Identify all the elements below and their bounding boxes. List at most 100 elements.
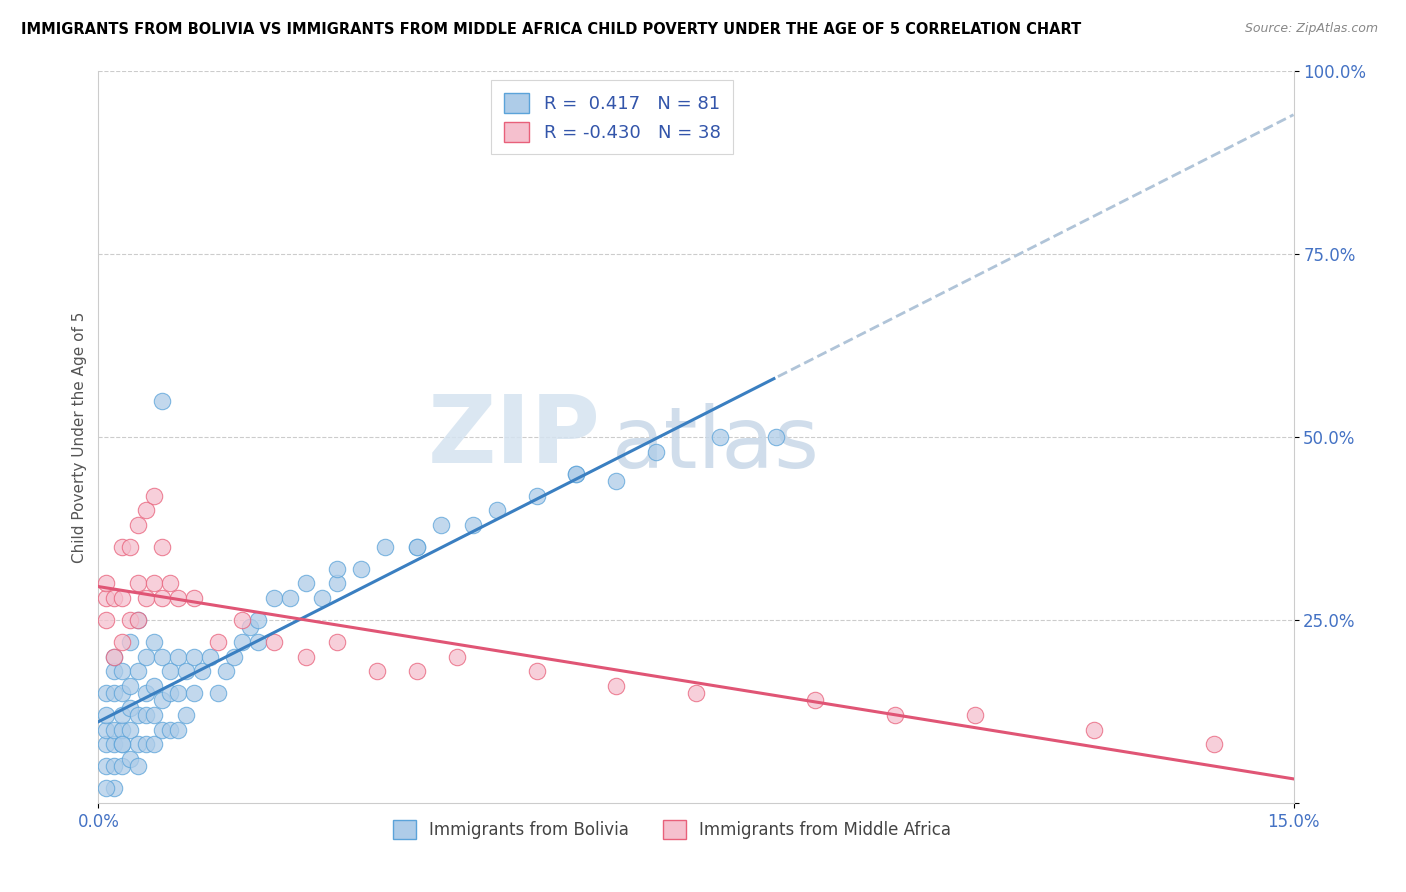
Point (127, 517, 149, 532)
Point (406, 664, 429, 678)
Point (96, 759, 118, 773)
Point (461, 517, 484, 532)
Point (127, 664, 149, 678)
Point (526, 664, 548, 678)
Point (120, 613, 142, 627)
Text: atlas: atlas (613, 403, 820, 486)
Y-axis label: Child Poverty Under the Age of 5: Child Poverty Under the Age of 5 (72, 311, 87, 563)
Point (96, 708, 118, 723)
Point (111, 759, 134, 773)
Point (143, 489, 166, 503)
Point (111, 737, 134, 751)
Point (326, 635, 349, 649)
Point (263, 635, 285, 649)
Point (120, 752, 142, 766)
Point (96, 576, 118, 591)
Point (127, 759, 149, 773)
Point (143, 576, 166, 591)
Point (111, 723, 134, 737)
Point (430, 517, 453, 532)
Point (135, 503, 157, 517)
Point (150, 649, 173, 664)
Point (103, 759, 125, 773)
Text: ZIP: ZIP (427, 391, 600, 483)
Point (884, 708, 907, 723)
Point (135, 649, 157, 664)
Point (143, 737, 166, 751)
Point (111, 708, 134, 723)
Point (96, 613, 118, 627)
Point (159, 576, 181, 591)
Point (326, 576, 349, 591)
Point (96, 686, 118, 700)
Point (207, 686, 229, 700)
Text: IMMIGRANTS FROM BOLIVIA VS IMMIGRANTS FROM MIDDLE AFRICA CHILD POVERTY UNDER THE: IMMIGRANTS FROM BOLIVIA VS IMMIGRANTS FR… (21, 22, 1081, 37)
Point (150, 591, 173, 605)
Point (135, 737, 157, 751)
Point (215, 664, 238, 678)
Point (127, 576, 149, 591)
Point (246, 635, 269, 649)
Point (120, 700, 142, 714)
Point (406, 540, 429, 554)
Point (127, 708, 149, 723)
Point (103, 686, 125, 700)
Point (183, 591, 205, 605)
Point (294, 576, 316, 591)
Point (96, 723, 118, 737)
Point (143, 635, 166, 649)
Point (565, 467, 588, 481)
Point (231, 635, 253, 649)
Point (174, 708, 197, 723)
Point (103, 664, 125, 678)
Point (167, 723, 190, 737)
Point (239, 620, 262, 634)
Point (231, 613, 253, 627)
Point (183, 686, 205, 700)
Point (446, 649, 468, 664)
Point (263, 591, 285, 605)
Point (1202, 737, 1225, 751)
Point (111, 635, 134, 649)
Point (120, 679, 142, 693)
Point (207, 635, 229, 649)
Point (103, 781, 125, 796)
Point (103, 737, 125, 751)
Point (605, 679, 627, 693)
Point (294, 649, 316, 664)
Point (96, 737, 118, 751)
Point (174, 664, 197, 678)
Point (191, 664, 214, 678)
Point (1083, 723, 1105, 737)
Point (565, 467, 588, 481)
Point (103, 649, 125, 664)
Point (120, 635, 142, 649)
Point (526, 489, 548, 503)
Point (150, 393, 173, 408)
Point (96, 591, 118, 605)
Point (198, 649, 221, 664)
Point (111, 591, 134, 605)
Point (111, 664, 134, 678)
Text: Source: ZipAtlas.com: Source: ZipAtlas.com (1244, 22, 1378, 36)
Point (120, 540, 142, 554)
Point (96, 781, 118, 796)
Point (366, 664, 388, 678)
Point (645, 444, 668, 458)
Point (374, 540, 396, 554)
Point (222, 649, 245, 664)
Point (183, 649, 205, 664)
Point (963, 708, 986, 723)
Point (111, 737, 134, 751)
Point (127, 613, 149, 627)
Point (485, 503, 508, 517)
Point (709, 430, 731, 444)
Point (143, 708, 166, 723)
Point (167, 649, 190, 664)
Point (246, 613, 269, 627)
Point (120, 723, 142, 737)
Point (103, 649, 125, 664)
Point (103, 723, 125, 737)
Point (135, 686, 157, 700)
Point (111, 686, 134, 700)
